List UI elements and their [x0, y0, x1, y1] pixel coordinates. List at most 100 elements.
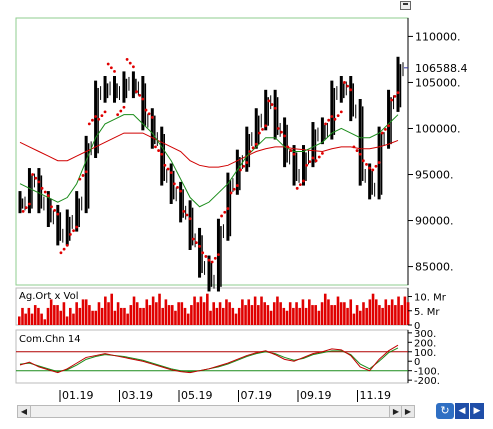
sar-dot: [169, 171, 173, 175]
volume-bar: [355, 305, 359, 325]
sar-dot: [185, 213, 189, 217]
volume-panel-label: Ag.Ort x Vol: [19, 291, 79, 302]
sar-dot: [267, 99, 271, 103]
sar-dot: [226, 207, 230, 210]
price-y-tick-label: 110000.: [415, 30, 461, 43]
oscillator-y-tick-label: 100.: [414, 348, 436, 359]
nav-right-icon[interactable]: ▶: [470, 403, 484, 419]
price-panel-frame: [15, 17, 409, 286]
sar-dot: [56, 212, 60, 216]
scroll-right-arrow-icon-a[interactable]: ▶: [389, 406, 402, 417]
volume-bar: [231, 307, 235, 325]
sar-dot: [116, 113, 120, 117]
sar-dot: [327, 118, 331, 122]
sar-dot: [317, 155, 321, 159]
sar-dot: [144, 108, 148, 112]
volume-bar: [272, 302, 276, 325]
sar-dot: [188, 217, 192, 221]
sar-dot: [349, 88, 353, 92]
sar-dot: [65, 244, 69, 247]
volume-bar: [135, 302, 139, 325]
volume-bar: [282, 307, 286, 325]
volume-bar: [403, 296, 407, 325]
volume-bar: [24, 313, 27, 325]
sar-dot: [314, 159, 318, 163]
volume-bar: [107, 302, 110, 325]
sar-dot: [289, 149, 293, 152]
sar-dot: [176, 186, 179, 189]
oscillator-y-tick-label: 300.: [414, 329, 436, 340]
volume-bar: [183, 307, 187, 325]
volume-bar: [49, 299, 53, 325]
price-y-tick-label: 100000.: [415, 122, 461, 135]
sar-dot: [43, 190, 47, 194]
oscillator-y-tick-label: 200.: [414, 338, 436, 349]
volume-bar: [374, 299, 378, 325]
volume-bar: [148, 305, 152, 325]
volume-bar: [308, 299, 311, 325]
volume-bar: [53, 305, 56, 325]
sar-dot: [336, 114, 340, 117]
sar-dot: [198, 244, 201, 248]
volume-bar: [97, 302, 101, 325]
sar-dot: [138, 93, 142, 97]
volume-bar: [384, 299, 388, 325]
volume-bar: [320, 302, 324, 325]
last-value-label: 106588.4: [415, 62, 468, 75]
volume-bar: [215, 307, 219, 325]
nav-left-icon[interactable]: ◀: [455, 403, 469, 419]
volume-bar: [59, 310, 63, 325]
volume-bar: [285, 310, 289, 325]
sar-dot: [31, 173, 34, 176]
price-y-tick-label: 95000.: [415, 169, 454, 182]
volume-bar: [378, 305, 381, 325]
volume-bar: [129, 305, 133, 325]
volume-bar: [390, 299, 394, 325]
sar-dot: [182, 209, 186, 213]
price-y-tick-label: 105000.: [415, 76, 461, 89]
volume-bar: [81, 299, 85, 325]
volume-bar: [196, 302, 200, 325]
horizontal-scrollbar[interactable]: ◀ ▶ ▶: [17, 405, 415, 418]
volume-bar: [288, 302, 292, 325]
volume-bar: [311, 305, 314, 325]
sar-dot: [160, 152, 164, 156]
sar-dot: [302, 179, 305, 183]
refresh-icon[interactable]: ↻: [436, 403, 454, 419]
sar-dot: [358, 152, 362, 156]
sar-dot: [295, 186, 299, 190]
volume-bar: [40, 313, 43, 325]
sar-dot: [103, 110, 107, 114]
sar-dot: [283, 134, 286, 138]
sar-dot: [393, 94, 397, 98]
sar-dot: [109, 66, 113, 70]
sar-dot: [390, 98, 394, 102]
sar-dot: [75, 225, 79, 229]
sar-dot: [204, 255, 208, 258]
volume-bar: [406, 302, 410, 325]
sar-dot: [387, 124, 390, 128]
sar-dot: [258, 131, 261, 135]
sar-dot: [374, 164, 378, 168]
volume-bar: [279, 302, 282, 325]
volume-y-tick-label: 10. Mr: [414, 293, 447, 304]
scroll-right-arrow-icon[interactable]: ▶: [401, 406, 414, 417]
volume-bar: [119, 307, 123, 325]
price-bars: [18, 56, 404, 292]
volume-bar: [371, 293, 375, 325]
volume-bar: [394, 305, 397, 325]
sar-dot: [229, 191, 233, 195]
maximize-button[interactable]: [400, 1, 411, 10]
sar-dot: [239, 168, 242, 172]
volume-bar: [174, 310, 177, 325]
volume-bar: [368, 299, 372, 325]
scroll-left-arrow-icon[interactable]: ◀: [18, 406, 31, 417]
volume-bar: [202, 302, 206, 325]
sar-dot: [69, 232, 72, 236]
volume-bar: [365, 307, 368, 325]
x-tick-label: 05.19: [181, 389, 213, 402]
volume-bar: [247, 299, 251, 325]
volume-y-tick-label: 5. Mr: [414, 307, 440, 318]
sar-dot: [270, 103, 274, 106]
